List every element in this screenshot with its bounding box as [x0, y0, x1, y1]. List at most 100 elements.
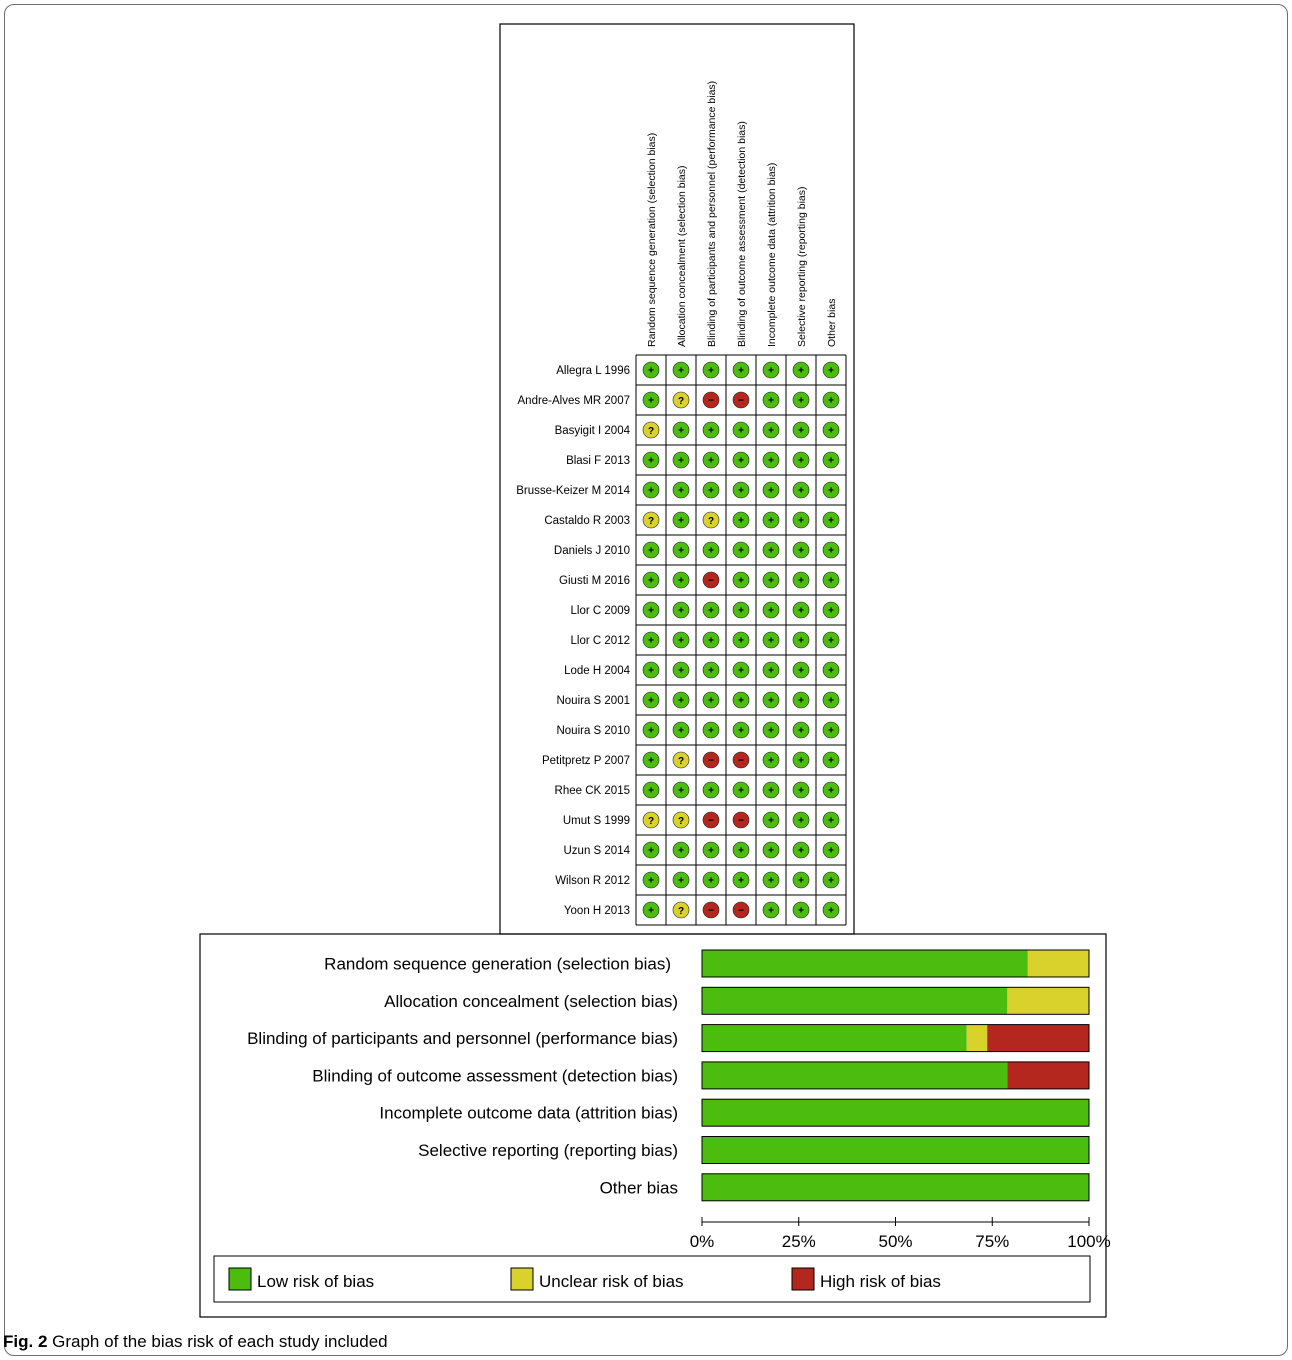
study-label: Uzun S 2014 [564, 845, 631, 857]
judgement-dot [642, 571, 660, 589]
judgement-dot [762, 481, 780, 499]
judgement-dot [762, 391, 780, 409]
judgement-symbol: + [648, 546, 654, 557]
judgement-symbol: + [828, 786, 834, 797]
judgement-dot [732, 721, 750, 739]
bar-segment-low [702, 950, 1028, 977]
judgement-symbol: + [678, 606, 684, 617]
judgement-dot [702, 901, 720, 919]
judgement-symbol: + [708, 546, 714, 557]
judgement-dot [822, 481, 840, 499]
judgement-dot [642, 391, 660, 409]
judgement-symbol: + [678, 636, 684, 647]
judgement-dot [642, 691, 660, 709]
bar-outline [701, 1098, 1090, 1127]
judgement-dot [822, 871, 840, 889]
graph-panel-border [199, 933, 1107, 1318]
judgement-symbol: + [798, 906, 804, 917]
judgement-dot [822, 571, 840, 589]
judgement-symbol: ? [648, 516, 654, 527]
judgement-dot [732, 481, 750, 499]
x-axis-tick-label: 25% [782, 1232, 816, 1251]
judgement-dot [642, 541, 660, 559]
judgement-symbol: − [738, 816, 744, 827]
bar-segment-unclear [1027, 950, 1089, 977]
judgement-symbol: + [828, 816, 834, 827]
bar-outline [701, 949, 1090, 978]
study-label: Petitpretz P 2007 [542, 755, 630, 767]
judgement-dot [762, 361, 780, 379]
judgement-symbol: + [798, 366, 804, 377]
bar-segment-high [1007, 1061, 1089, 1089]
judgement-symbol: + [828, 876, 834, 887]
judgement-dot [732, 751, 750, 769]
judgement-symbol: + [648, 396, 654, 407]
judgement-dot [822, 751, 840, 769]
judgement-symbol: ? [648, 426, 654, 437]
judgement-dot [732, 361, 750, 379]
judgement-symbol: + [738, 546, 744, 557]
judgement-symbol: + [648, 456, 654, 467]
judgement-dot [702, 781, 720, 799]
judgement-symbol: + [768, 546, 774, 557]
judgement-symbol: + [738, 486, 744, 497]
bar-outline [701, 986, 1090, 1015]
judgement-dot [792, 811, 810, 829]
study-label: Allegra L 1996 [556, 365, 630, 377]
domain-column-header: Incomplete outcome data (attrition bias) [766, 163, 778, 347]
judgement-dot [732, 661, 750, 679]
judgement-symbol: + [708, 846, 714, 857]
judgement-dot [642, 601, 660, 619]
legend-swatch-high [791, 1267, 815, 1291]
judgement-symbol: − [708, 576, 714, 587]
judgement-symbol: + [738, 606, 744, 617]
judgement-dot [762, 571, 780, 589]
judgement-symbol: + [678, 876, 684, 887]
judgement-symbol: + [708, 666, 714, 677]
judgement-dot [822, 391, 840, 409]
judgement-symbol: + [828, 486, 834, 497]
x-axis-tick-label: 0% [690, 1232, 715, 1251]
judgement-dot [642, 511, 660, 529]
judgement-symbol: + [768, 606, 774, 617]
study-label: Andre-Alves MR 2007 [518, 395, 631, 407]
judgement-symbol: + [708, 606, 714, 617]
judgement-dot [732, 601, 750, 619]
judgement-dot [732, 901, 750, 919]
judgement-symbol: + [828, 396, 834, 407]
graph-category-label: Other bias [600, 1178, 678, 1197]
judgement-symbol: + [708, 426, 714, 437]
caption-text: Graph of the bias risk of each study inc… [52, 1332, 388, 1351]
judgement-symbol: + [768, 396, 774, 407]
figure-caption: Fig. 2 Graph of the bias risk of each st… [3, 1332, 388, 1352]
graph-category-label: Random sequence generation (selection bi… [324, 955, 671, 974]
judgement-symbol: + [678, 456, 684, 467]
judgement-dot [792, 511, 810, 529]
judgement-dot [792, 661, 810, 679]
legend-swatch-low [228, 1267, 252, 1291]
judgement-dot [732, 841, 750, 859]
bar-outline [701, 1136, 1090, 1164]
judgement-dot [762, 511, 780, 529]
judgement-dot [822, 841, 840, 859]
graph-category-label: Blinding of outcome assessment (detectio… [312, 1066, 678, 1085]
judgement-dot [792, 601, 810, 619]
judgement-dot [822, 541, 840, 559]
judgement-dot [762, 691, 780, 709]
legend-swatch-unclear [510, 1267, 534, 1291]
judgement-dot [762, 631, 780, 649]
judgement-symbol: + [648, 486, 654, 497]
judgement-symbol: + [828, 546, 834, 557]
study-label: Lode H 2004 [564, 665, 630, 677]
bar-segment-low [702, 987, 1008, 1015]
judgement-symbol: + [828, 636, 834, 647]
judgement-dot [732, 571, 750, 589]
judgement-dot [672, 781, 690, 799]
judgement-dot [672, 631, 690, 649]
bar-segment-low [702, 1061, 1008, 1089]
judgement-symbol: + [798, 786, 804, 797]
judgement-dot [762, 661, 780, 679]
judgement-symbol: + [738, 516, 744, 527]
judgement-symbol: + [738, 786, 744, 797]
judgement-dot [702, 481, 720, 499]
